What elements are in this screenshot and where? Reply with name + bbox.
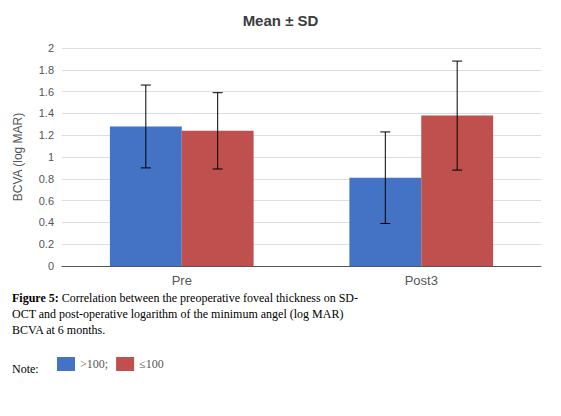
svg-text:1.6: 1.6 <box>39 86 54 98</box>
svg-text:0.8: 0.8 <box>39 173 54 185</box>
svg-text:1: 1 <box>48 151 54 163</box>
svg-text:Note:: Note: <box>12 362 39 376</box>
svg-text:BCVA (log MAR): BCVA (log MAR) <box>11 113 25 201</box>
svg-text:Correlation between the preope: Correlation between the preoperative fov… <box>59 291 358 305</box>
svg-text:1.4: 1.4 <box>39 107 54 119</box>
svg-text:0.6: 0.6 <box>39 195 54 207</box>
svg-text:BCVA at 6 months.: BCVA at 6 months. <box>12 323 105 337</box>
svg-text:≤100: ≤100 <box>139 357 164 371</box>
svg-text:2: 2 <box>48 42 54 54</box>
svg-text:0.2: 0.2 <box>39 238 54 250</box>
svg-text:OCT and post-operative logarit: OCT and post-operative logarithm of the … <box>12 307 343 321</box>
svg-text:1.2: 1.2 <box>39 129 54 141</box>
svg-text:1.8: 1.8 <box>39 64 54 76</box>
svg-text:Post3: Post3 <box>405 273 438 288</box>
svg-text:Figure 5:: Figure 5: <box>12 291 59 305</box>
svg-text:0: 0 <box>48 260 54 272</box>
svg-text:>100;: >100; <box>80 357 108 371</box>
svg-text:0.4: 0.4 <box>39 216 54 228</box>
svg-text:Pre: Pre <box>172 273 192 288</box>
svg-text:Mean ± SD: Mean ± SD <box>243 12 319 29</box>
